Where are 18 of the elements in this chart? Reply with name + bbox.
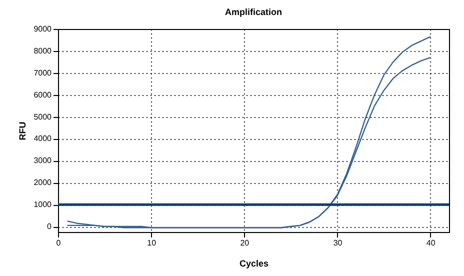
x-tick-label: 30 — [333, 238, 343, 248]
y-tick-label: 0 — [47, 222, 52, 232]
x-tick-label: 40 — [426, 238, 436, 248]
y-tick-label: 1000 — [34, 200, 52, 210]
chart-title: Amplification — [224, 7, 282, 17]
x-tick-label: 10 — [147, 238, 157, 248]
y-tick-label: 4000 — [34, 134, 52, 144]
y-tick-label: 6000 — [34, 90, 52, 100]
x-axis-title: Cycles — [239, 258, 269, 268]
x-tick-label: 20 — [240, 238, 250, 248]
y-tick-label: 9000 — [34, 24, 52, 34]
y-tick-label: 2000 — [34, 178, 52, 188]
y-tick-label: 5000 — [34, 112, 52, 122]
y-axis-title: RFU — [18, 122, 28, 140]
x-tick-label: 0 — [56, 238, 62, 248]
y-tick-label: 7000 — [34, 68, 52, 78]
y-tick-label: 8000 — [34, 46, 52, 56]
y-tick-label: 3000 — [34, 156, 52, 166]
